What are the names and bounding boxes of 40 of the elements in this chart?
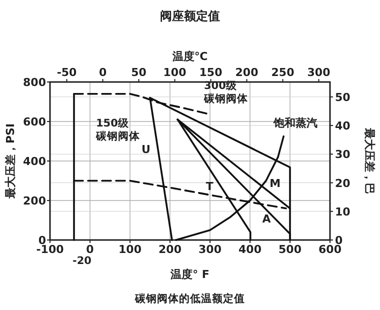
- series-label: T: [206, 180, 214, 193]
- annotation: 150级: [96, 116, 130, 130]
- x2-axis-title: 温度℃: [171, 50, 208, 63]
- x2-tick-label: 200: [235, 66, 259, 79]
- y2-tick-label: 50: [335, 90, 351, 104]
- series-label: A: [262, 212, 272, 226]
- text: 碳钢阀体的低温额定值: [134, 292, 245, 305]
- series-label: 饱和蒸汽: [272, 116, 318, 130]
- x-tick-label: 0: [86, 243, 94, 256]
- x-axis-title: 温度° F: [170, 268, 210, 281]
- y-tick-label: 200: [23, 194, 46, 208]
- y2-axis-title: 最大压差，巴: [363, 127, 376, 194]
- x-tick-label: -100: [36, 243, 64, 256]
- y2-tick-label: 30: [335, 148, 351, 162]
- y-tick-label: 600: [23, 116, 46, 128]
- y2-tick-label: 20: [335, 176, 351, 190]
- x2-tick-label: 0: [98, 66, 107, 79]
- x2-tick-label: 250: [271, 66, 295, 79]
- x2-tick-label: 50: [131, 66, 147, 79]
- y-axis-title: 最大压差，PSI: [4, 123, 17, 200]
- x2-tick-label: 300: [307, 66, 331, 79]
- series-label: M: [270, 177, 281, 190]
- x-tick-label: 500: [278, 243, 302, 256]
- x2-tick-label: -50: [56, 66, 78, 79]
- y-tick-label: 400: [23, 155, 46, 168]
- x-tick-label: 100: [118, 243, 142, 256]
- chart-title: 阀座额定值: [160, 9, 220, 23]
- x2-tick-label: 150: [199, 66, 223, 79]
- x-tick-label: 200: [158, 243, 182, 256]
- x2-tick-label: 100: [163, 66, 187, 79]
- text: -20: [72, 255, 92, 267]
- x-tick-label: 600: [318, 243, 342, 256]
- y2-tick-label: 10: [335, 205, 351, 218]
- annotation: 碳钢阀体: [95, 129, 141, 142]
- x-tick-label: 300: [198, 243, 222, 256]
- annotation: 碳钢阀体: [203, 92, 249, 105]
- series-label: U: [141, 142, 150, 156]
- y2-tick-label: 40: [335, 120, 351, 133]
- x-tick-label: 400: [238, 243, 262, 256]
- y-tick-label: 800: [23, 76, 46, 89]
